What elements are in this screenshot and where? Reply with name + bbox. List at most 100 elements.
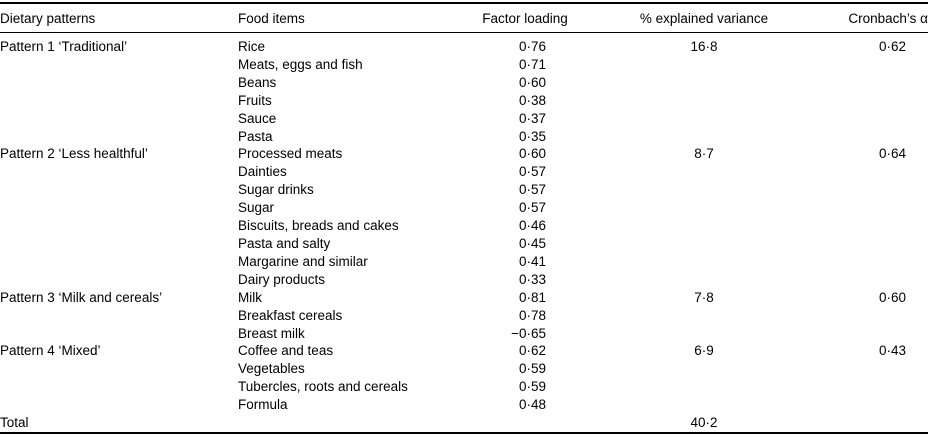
header-explained-variance: % explained variance	[574, 3, 834, 33]
factor-loading-cell: 0·45	[518, 235, 546, 251]
explained-variance-cell: 16·8	[690, 39, 718, 54]
food-item-cell: Sauce	[238, 110, 277, 126]
cronbach-alpha-cell: 0·64	[878, 146, 906, 162]
factor-loading-cell: 0·41	[518, 253, 546, 269]
cronbach-alpha-cell	[834, 199, 928, 217]
food-item-cell: Coffee and teas	[238, 343, 334, 359]
pattern-cell: Pattern 1 ‘Traditional’	[0, 39, 128, 54]
explained-variance-cell	[574, 181, 834, 199]
table-row: Sugar drinks 0·57	[0, 181, 928, 199]
factor-loading-cell: 0·57	[518, 164, 546, 180]
table-header: Dietary patterns Food items Factor loadi…	[0, 3, 928, 33]
factor-loading-cell: 0·35	[518, 128, 546, 144]
total-label-cell: Total	[0, 415, 29, 431]
pattern-cell	[0, 217, 238, 235]
food-item-cell: Formula	[238, 397, 288, 413]
factor-loading-cell: 0·71	[518, 56, 546, 72]
food-item-cell: Breast milk	[238, 325, 305, 341]
explained-variance-cell: 8·7	[694, 146, 714, 162]
food-item-cell: Margarine and similar	[238, 253, 368, 269]
table-row: Biscuits, breads and cakes 0·46	[0, 217, 928, 235]
table-row: Fruits 0·38	[0, 92, 928, 110]
table-row: Tubercles, roots and cereals 0·59	[0, 378, 928, 396]
explained-variance-cell	[574, 92, 834, 110]
table-row: Pattern 3 ‘Milk and cereals’ Milk 0·81 7·8 0…	[0, 289, 928, 307]
cronbach-alpha-cell	[834, 325, 928, 343]
factor-loading-cell: −0·65	[511, 325, 546, 341]
explained-variance-cell	[574, 74, 834, 92]
table-row: Margarine and similar 0·41	[0, 253, 928, 271]
explained-variance-cell	[574, 271, 834, 289]
pattern-cell	[0, 199, 238, 217]
table-row: Formula 0·48	[0, 396, 928, 414]
cronbach-alpha-cell	[834, 181, 928, 199]
cronbach-alpha-cell	[834, 378, 928, 396]
header-row: Dietary patterns Food items Factor loadi…	[0, 3, 928, 33]
factor-loading-cell: 0·76	[518, 39, 546, 54]
table-row: Breast milk −0·65	[0, 325, 928, 343]
factor-loading-cell	[464, 414, 574, 433]
cronbach-alpha-cell: 0·43	[878, 343, 906, 359]
explained-variance-cell	[574, 396, 834, 414]
cronbach-alpha-cell	[834, 271, 928, 289]
table-row: Pasta and salty 0·45	[0, 235, 928, 253]
cronbach-alpha-cell	[834, 163, 928, 181]
pattern-cell: Pattern 4 ‘Mixed’	[0, 343, 101, 359]
pattern-cell	[0, 110, 238, 128]
explained-variance-cell: 6·9	[694, 343, 714, 359]
header-cronbachs-alpha: Cronbach’s α	[834, 3, 928, 33]
pattern-cell	[0, 92, 238, 110]
factor-loading-cell: 0·38	[518, 92, 546, 108]
table-row: Beans 0·60	[0, 74, 928, 92]
pattern-cell	[0, 235, 238, 253]
cronbach-alpha-cell	[834, 396, 928, 414]
pattern-cell	[0, 378, 238, 396]
table-row: Sugar 0·57	[0, 199, 928, 217]
cronbach-alpha-cell	[834, 92, 928, 110]
pattern-cell	[0, 396, 238, 414]
pattern-cell	[0, 128, 238, 146]
pattern-cell	[0, 253, 238, 271]
cronbach-alpha-cell	[834, 56, 928, 74]
explained-variance-cell	[574, 199, 834, 217]
header-factor-loading: Factor loading	[464, 3, 574, 33]
pattern-cell	[0, 56, 238, 74]
food-item-cell: Beans	[238, 74, 277, 90]
explained-variance-cell: 7·8	[694, 289, 714, 305]
food-item-cell: Biscuits, breads and cakes	[238, 218, 399, 234]
pattern-cell	[0, 360, 238, 378]
food-item-cell: Pasta and salty	[238, 235, 331, 251]
explained-variance-cell	[574, 128, 834, 146]
food-item-cell: Breakfast cereals	[238, 307, 343, 323]
pattern-cell	[0, 271, 238, 289]
explained-variance-cell	[574, 378, 834, 396]
factor-loading-cell: 0·59	[518, 361, 546, 377]
explained-variance-cell	[574, 110, 834, 128]
table-body: Pattern 1 ‘Traditional’ Rice 0·76 16·8 0·62 M…	[0, 33, 928, 433]
factor-loading-cell: 0·60	[518, 74, 546, 90]
explained-variance-cell	[574, 307, 834, 325]
food-item-cell: Sugar	[238, 200, 275, 216]
factor-loading-cell: 0·59	[518, 379, 546, 395]
food-item-cell: Sugar drinks	[238, 182, 314, 198]
food-item-cell: Dairy products	[238, 271, 326, 287]
food-item-cell: Vegetables	[238, 361, 305, 377]
food-item-cell: Rice	[238, 39, 266, 54]
header-dietary-patterns: Dietary patterns	[0, 3, 238, 33]
cronbach-alpha-cell	[834, 307, 928, 325]
pattern-cell	[0, 307, 238, 325]
table-row: Pasta 0·35	[0, 128, 928, 146]
header-food-items: Food items	[238, 3, 464, 33]
cronbach-alpha-cell	[834, 414, 928, 433]
cronbach-alpha-cell: 0·60	[878, 289, 906, 305]
cronbach-alpha-cell	[834, 253, 928, 271]
total-variance-cell: 40·2	[690, 415, 718, 431]
table-row: Dairy products 0·33	[0, 271, 928, 289]
pattern-cell	[0, 325, 238, 343]
factor-loading-cell: 0·57	[518, 182, 546, 198]
food-item-cell: Fruits	[238, 92, 272, 108]
cronbach-alpha-cell: 0·62	[878, 39, 906, 54]
table-row: Meats, eggs and fish 0·71	[0, 56, 928, 74]
table-row: Pattern 4 ‘Mixed’ Coffee and teas 0·62 6·9 0…	[0, 342, 928, 360]
